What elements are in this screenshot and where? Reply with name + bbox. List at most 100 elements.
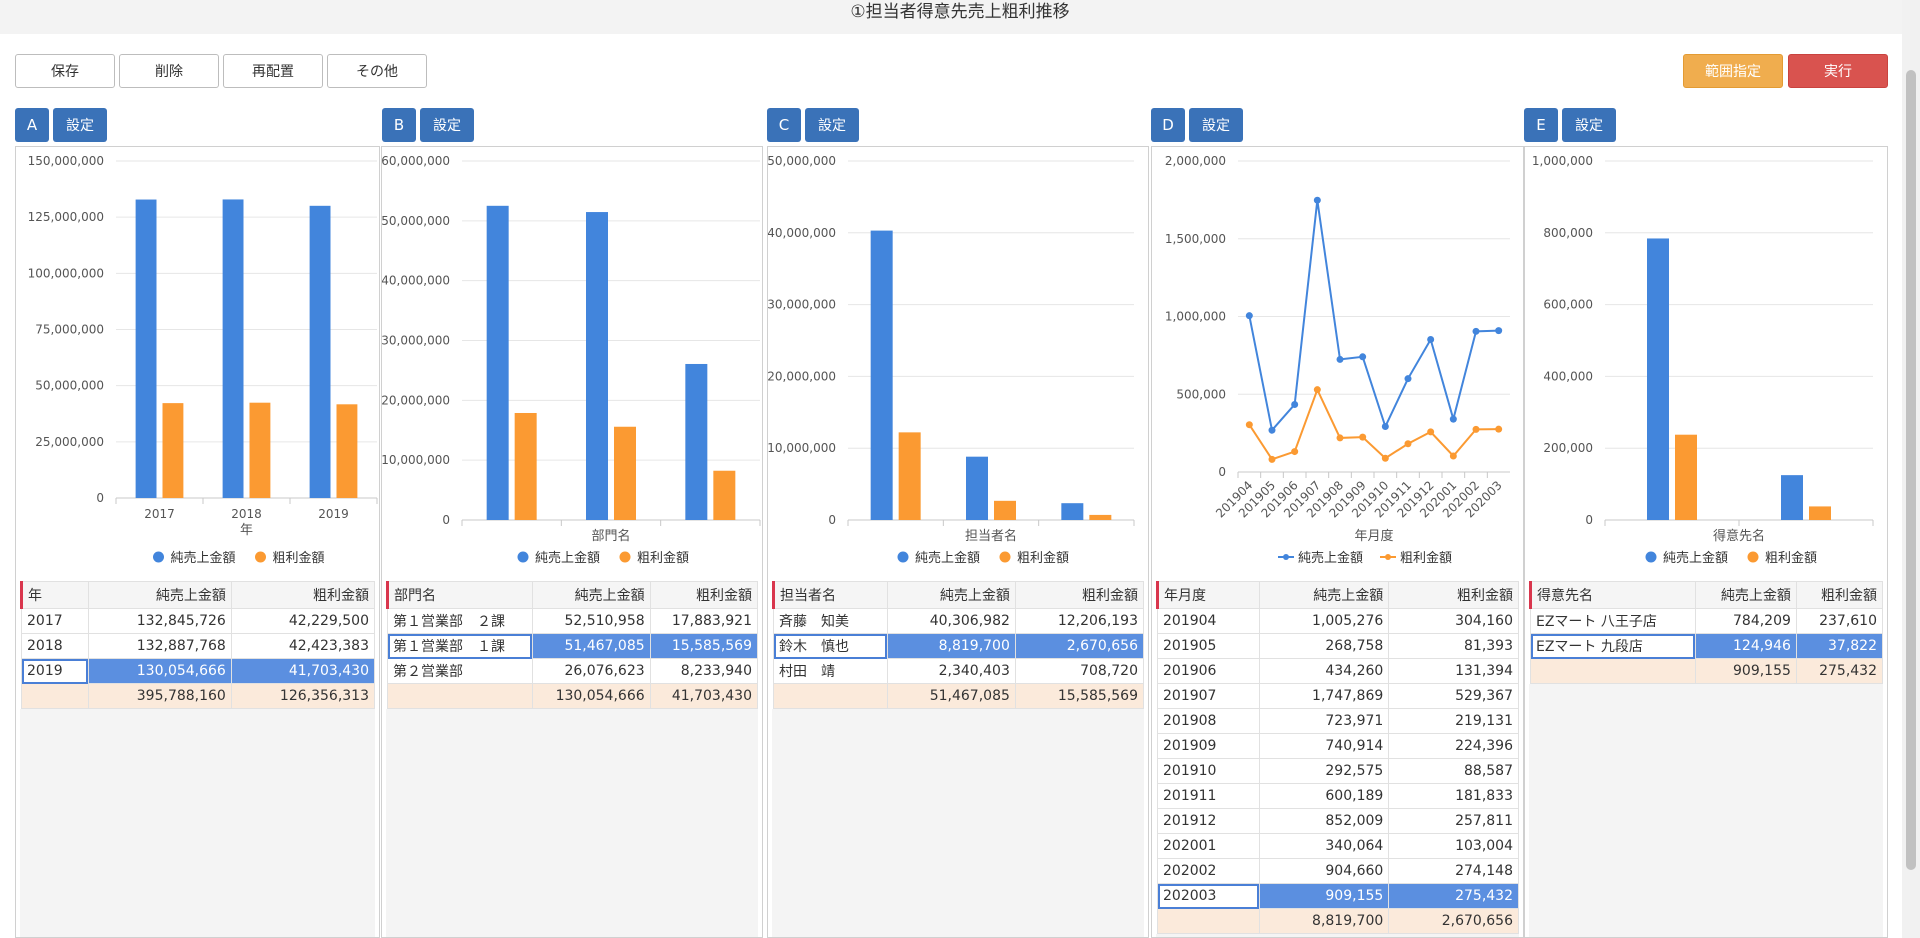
table-cell[interactable]: 201910 [1157,758,1260,784]
table-cell[interactable]: 201908 [1157,708,1260,734]
table-cell[interactable]: 740,914 [1258,733,1390,759]
table-cell[interactable]: EZマート 九段店 [1530,633,1696,659]
legend-label[interactable]: 粗利金額 [1400,550,1452,566]
table-cell[interactable]: 202003 [1157,883,1260,909]
table-cell[interactable]: 2018 [21,633,89,659]
legend-label[interactable]: 粗利金額 [1765,550,1817,566]
panel-c-settings-button[interactable]: 設定 [805,108,859,142]
table-cell[interactable]: 201909 [1157,733,1260,759]
table-row[interactable]: 2019 130,054,666 41,703,430 [21,658,376,684]
panel-b-settings-button[interactable]: 設定 [420,108,474,142]
point-profit[interactable] [1291,448,1299,456]
point-profit[interactable] [1313,386,1321,394]
table-row[interactable]: 鈴木 慎也 8,819,700 2,670,656 [773,633,1145,659]
legend-label[interactable]: 純売上金額 [1663,550,1728,566]
bar-sales[interactable] [1781,475,1803,520]
point-sales[interactable] [1245,312,1253,320]
table-row[interactable]: EZマート 九段店 124,946 37,822 [1530,633,1884,659]
point-sales[interactable] [1381,423,1389,431]
legend-label[interactable]: 粗利金額 [637,550,689,566]
rearrange-button[interactable]: 再配置 [223,54,323,88]
table-cell[interactable]: 275,432 [1388,883,1519,909]
bar-sales[interactable] [1061,503,1084,520]
table-row[interactable]: 201908 723,971 219,131 [1157,708,1519,734]
bar-sales[interactable] [586,212,608,520]
table-cell[interactable]: 42,423,383 [230,633,376,659]
table-row[interactable]: 村田 靖 2,340,403 708,720 [773,658,1145,684]
column-header[interactable]: 粗利金額 [1388,581,1519,609]
point-profit[interactable] [1359,433,1367,441]
bar-sales[interactable] [966,456,988,520]
point-sales[interactable] [1427,336,1435,344]
panel-d-letter[interactable]: D [1151,108,1185,142]
table-cell[interactable]: 41,703,430 [230,658,376,684]
table-row[interactable]: 第１営業部 １課 51,467,085 15,585,569 [387,633,759,659]
table-row[interactable]: 第２営業部 26,076,623 8,233,940 [387,658,759,684]
bar-profit[interactable] [713,470,736,520]
table-row[interactable]: 201906 434,260 131,394 [1157,658,1519,684]
table-cell[interactable]: 斉藤 知美 [773,608,888,634]
column-header[interactable]: 粗利金額 [1795,581,1884,609]
table-cell[interactable]: 12,206,193 [1014,608,1145,634]
table-cell[interactable]: 904,660 [1258,858,1390,884]
table-cell[interactable]: 600,189 [1258,783,1390,809]
table-row[interactable]: 202001 340,064 103,004 [1157,833,1519,859]
legend-label[interactable]: 粗利金額 [1017,550,1069,566]
bar-profit[interactable] [1809,506,1831,520]
point-profit[interactable] [1449,452,1457,460]
table-cell[interactable]: 201912 [1157,808,1260,834]
table-cell[interactable]: 723,971 [1258,708,1390,734]
table-cell[interactable]: 40,306,982 [886,608,1016,634]
bar-sales[interactable] [222,199,244,498]
column-header[interactable]: 粗利金額 [1014,581,1145,609]
table-row[interactable]: 201911 600,189 181,833 [1157,783,1519,809]
table-cell[interactable]: 257,811 [1388,808,1519,834]
point-profit[interactable] [1404,440,1412,448]
page-scrollbar[interactable] [1902,0,1920,938]
delete-button[interactable]: 削除 [119,54,219,88]
point-profit[interactable] [1472,425,1480,433]
table-cell[interactable]: 8,233,940 [649,658,759,684]
table-cell[interactable]: 1,005,276 [1258,608,1390,634]
panel-e-settings-button[interactable]: 設定 [1562,108,1616,142]
column-header[interactable]: 年月度 [1156,581,1260,609]
range-button[interactable]: 範囲指定 [1683,54,1783,88]
table-cell[interactable]: 鈴木 慎也 [773,633,888,659]
table-row[interactable]: 斉藤 知美 40,306,982 12,206,193 [773,608,1145,634]
table-cell[interactable]: 1,747,869 [1258,683,1390,709]
table-row[interactable]: 2017 132,845,726 42,229,500 [21,608,376,634]
table-row[interactable]: 201910 292,575 88,587 [1157,758,1519,784]
table-row[interactable]: 201904 1,005,276 304,160 [1157,608,1519,634]
table-cell[interactable]: 村田 靖 [773,658,888,684]
table-cell[interactable]: 103,004 [1388,833,1519,859]
table-cell[interactable]: 81,393 [1388,633,1519,659]
table-cell[interactable]: 2,670,656 [1014,633,1145,659]
point-sales[interactable] [1404,375,1412,383]
panel-a-settings-button[interactable]: 設定 [53,108,107,142]
bar-sales[interactable] [309,205,331,498]
table-cell[interactable]: 340,064 [1258,833,1390,859]
legend-label[interactable]: 粗利金額 [273,550,325,566]
save-button[interactable]: 保存 [15,54,115,88]
table-row[interactable]: 第１営業部 ２課 52,510,958 17,883,921 [387,608,759,634]
column-header[interactable]: 純売上金額 [87,581,232,609]
column-header[interactable]: 得意先名 [1529,581,1696,609]
table-row[interactable]: 201912 852,009 257,811 [1157,808,1519,834]
table-cell[interactable]: 第１営業部 １課 [387,633,533,659]
point-profit[interactable] [1427,428,1435,436]
point-sales[interactable] [1495,327,1503,335]
table-cell[interactable]: 2,340,403 [886,658,1016,684]
table-cell[interactable]: 51,467,085 [531,633,651,659]
table-cell[interactable]: 第２営業部 [387,658,533,684]
legend-label[interactable]: 純売上金額 [915,550,980,566]
point-sales[interactable] [1291,400,1299,408]
legend-label[interactable]: 純売上金額 [171,550,236,566]
column-header[interactable]: 純売上金額 [531,581,651,609]
table-cell[interactable]: 26,076,623 [531,658,651,684]
table-cell[interactable]: 8,819,700 [886,633,1016,659]
point-sales[interactable] [1449,415,1457,423]
table-cell[interactable]: 909,155 [1258,883,1390,909]
table-cell[interactable]: 88,587 [1388,758,1519,784]
bar-profit[interactable] [1089,514,1112,520]
bar-profit[interactable] [614,426,636,520]
